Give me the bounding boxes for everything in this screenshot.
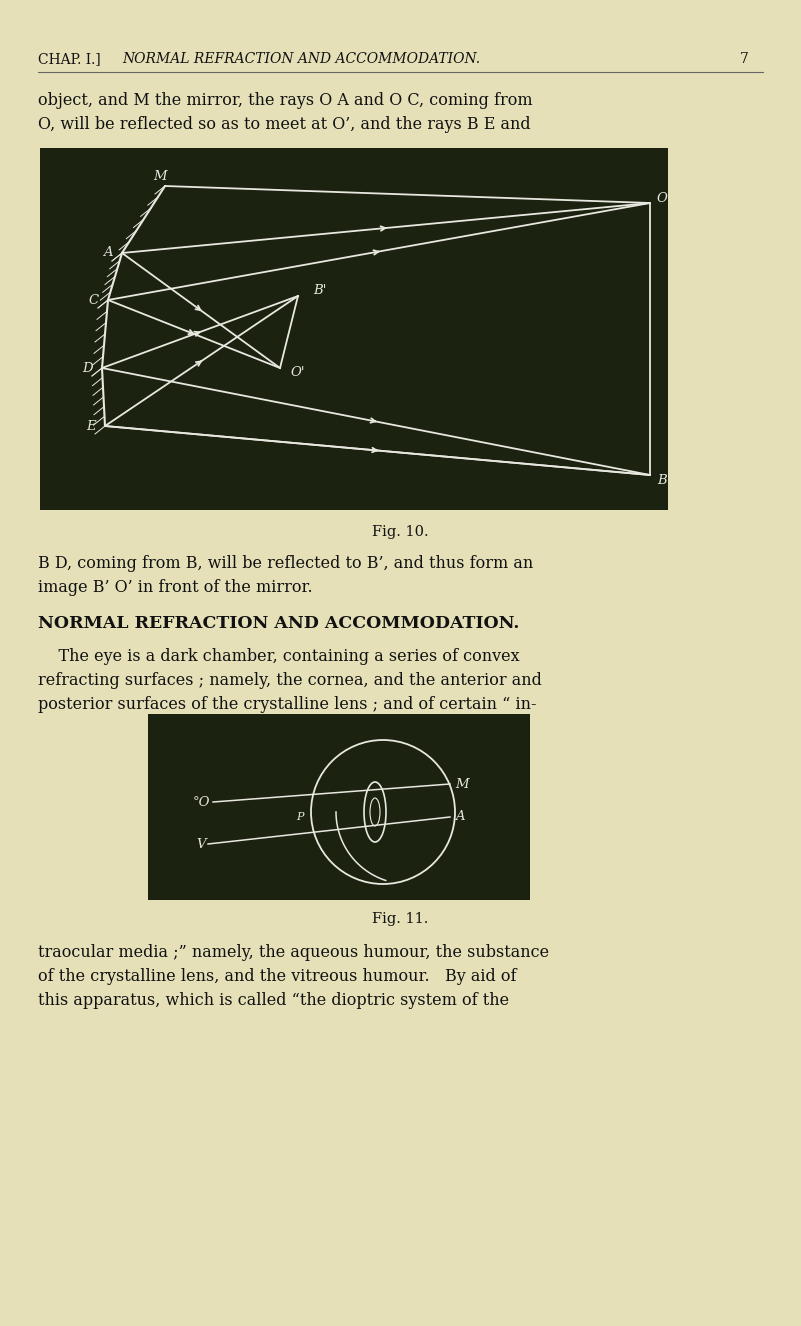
Text: 7: 7 — [740, 52, 749, 66]
Text: O: O — [657, 191, 667, 204]
Text: B D, coming from B, will be reflected to B’, and thus form an: B D, coming from B, will be reflected to… — [38, 556, 533, 572]
Text: image B’ O’ in front of the mirror.: image B’ O’ in front of the mirror. — [38, 579, 312, 595]
Text: of the crystalline lens, and the vitreous humour.   By aid of: of the crystalline lens, and the vitreou… — [38, 968, 517, 985]
Text: this apparatus, which is called “the dioptric system of the: this apparatus, which is called “the dio… — [38, 992, 509, 1009]
Bar — [40, 149, 668, 511]
Text: M: M — [455, 777, 469, 790]
Text: NORMAL REFRACTION AND ACCOMMODATION.: NORMAL REFRACTION AND ACCOMMODATION. — [122, 52, 480, 66]
Text: A: A — [455, 810, 465, 823]
Bar — [148, 713, 530, 900]
Text: Fig. 10.: Fig. 10. — [372, 525, 429, 538]
Text: B': B' — [313, 285, 327, 297]
Text: posterior surfaces of the crystalline lens ; and of certain “ in-: posterior surfaces of the crystalline le… — [38, 696, 537, 713]
Text: B: B — [657, 473, 667, 487]
Text: O, will be reflected so as to meet at O’, and the rays B E and: O, will be reflected so as to meet at O’… — [38, 115, 530, 133]
Text: NORMAL REFRACTION AND ACCOMMODATION.: NORMAL REFRACTION AND ACCOMMODATION. — [38, 615, 519, 633]
Text: Fig. 11.: Fig. 11. — [372, 912, 429, 926]
Text: object, and M the mirror, the rays O A and O C, coming from: object, and M the mirror, the rays O A a… — [38, 91, 533, 109]
Text: M: M — [153, 170, 167, 183]
Text: V: V — [196, 838, 206, 850]
Text: P: P — [296, 812, 304, 822]
Text: The eye is a dark chamber, containing a series of convex: The eye is a dark chamber, containing a … — [38, 648, 520, 666]
Text: C: C — [89, 293, 99, 306]
Text: A: A — [103, 247, 113, 260]
Text: refracting surfaces ; namely, the cornea, and the anterior and: refracting surfaces ; namely, the cornea… — [38, 672, 541, 690]
Text: CHAP. I.]: CHAP. I.] — [38, 52, 101, 66]
Text: traocular media ;” namely, the aqueous humour, the substance: traocular media ;” namely, the aqueous h… — [38, 944, 549, 961]
Text: E: E — [87, 419, 96, 432]
Text: O': O' — [291, 366, 305, 379]
Text: °O: °O — [193, 796, 211, 809]
Text: D: D — [83, 362, 93, 374]
